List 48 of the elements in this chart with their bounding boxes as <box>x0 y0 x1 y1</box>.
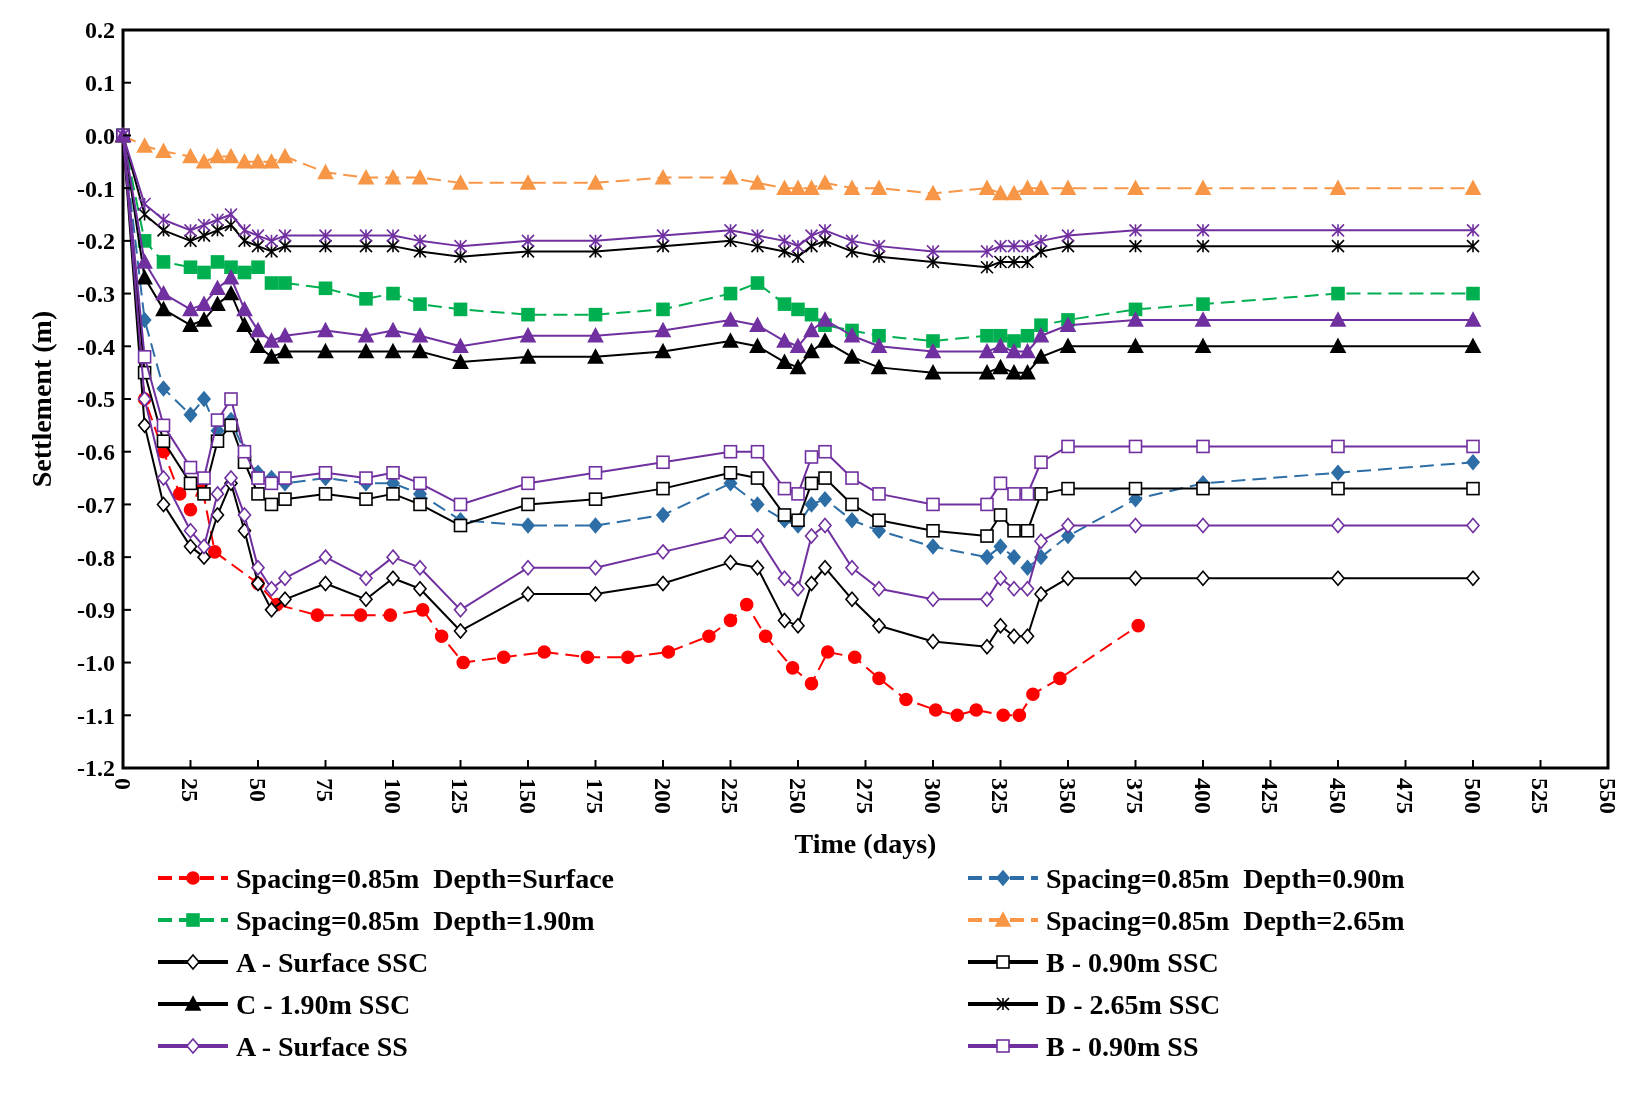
legend-label: C - 1.90m SSC <box>236 988 411 1020</box>
y-tick-label: -0.5 <box>77 386 115 413</box>
x-tick-label: 100 <box>379 778 406 814</box>
y-tick-label: -0.7 <box>77 491 115 518</box>
x-tick-label: 500 <box>1459 778 1486 814</box>
y-tick-label: -0.9 <box>77 597 115 624</box>
y-tick-label: -0.6 <box>77 439 115 466</box>
legend-label: Spacing=0.85m Depth=Surface <box>236 862 615 894</box>
legend-label: A - Surface SS <box>236 1030 408 1062</box>
y-tick-label: -0.3 <box>77 280 115 307</box>
x-tick-label: 200 <box>649 778 676 814</box>
legend-label: B - 0.90m SS <box>1046 1030 1199 1062</box>
legend-label: Spacing=0.85m Depth=0.90m <box>1046 862 1405 894</box>
x-tick-label: 550 <box>1594 778 1621 814</box>
x-tick-label: 25 <box>177 778 204 802</box>
x-axis-title: Time (days) <box>794 828 937 859</box>
y-tick-label: -0.4 <box>77 333 115 360</box>
x-tick-label: 450 <box>1324 778 1351 814</box>
x-tick-label: 50 <box>244 778 271 802</box>
x-tick-label: 525 <box>1527 778 1554 814</box>
x-tick-label: 75 <box>312 778 339 802</box>
x-tick-label: 300 <box>919 778 946 814</box>
y-tick-label: -1.1 <box>77 702 115 729</box>
x-tick-label: 225 <box>717 778 744 814</box>
x-tick-label: 125 <box>447 778 474 814</box>
y-tick-label: -0.2 <box>77 228 115 255</box>
y-tick-label: -0.8 <box>77 544 115 571</box>
y-tick-label: 0.0 <box>85 122 115 149</box>
x-tick-label: 275 <box>852 778 879 814</box>
x-tick-label: 475 <box>1392 778 1419 814</box>
legend-label: B - 0.90m SSC <box>1046 946 1219 978</box>
x-tick-label: 150 <box>514 778 541 814</box>
y-tick-label: -1.0 <box>77 649 115 676</box>
x-tick-label: 250 <box>784 778 811 814</box>
legend-label: Spacing=0.85m Depth=1.90m <box>236 904 595 936</box>
x-tick-label: 375 <box>1122 778 1149 814</box>
legend-label: A - Surface SSC <box>236 946 429 978</box>
x-tick-label: 175 <box>582 778 609 814</box>
y-axis-title: Settlement (m) <box>26 310 57 488</box>
x-tick-label: 400 <box>1189 778 1216 814</box>
legend-label: Spacing=0.85m Depth=2.65m <box>1046 904 1405 936</box>
y-tick-label: 0.2 <box>85 17 115 44</box>
y-tick-label: 0.1 <box>85 70 115 97</box>
x-tick-label: 425 <box>1257 778 1284 814</box>
y-tick-label: -0.1 <box>77 175 115 202</box>
legend-label: D - 2.65m SSC <box>1046 988 1221 1020</box>
x-tick-label: 350 <box>1054 778 1081 814</box>
x-tick-label: 325 <box>987 778 1014 814</box>
